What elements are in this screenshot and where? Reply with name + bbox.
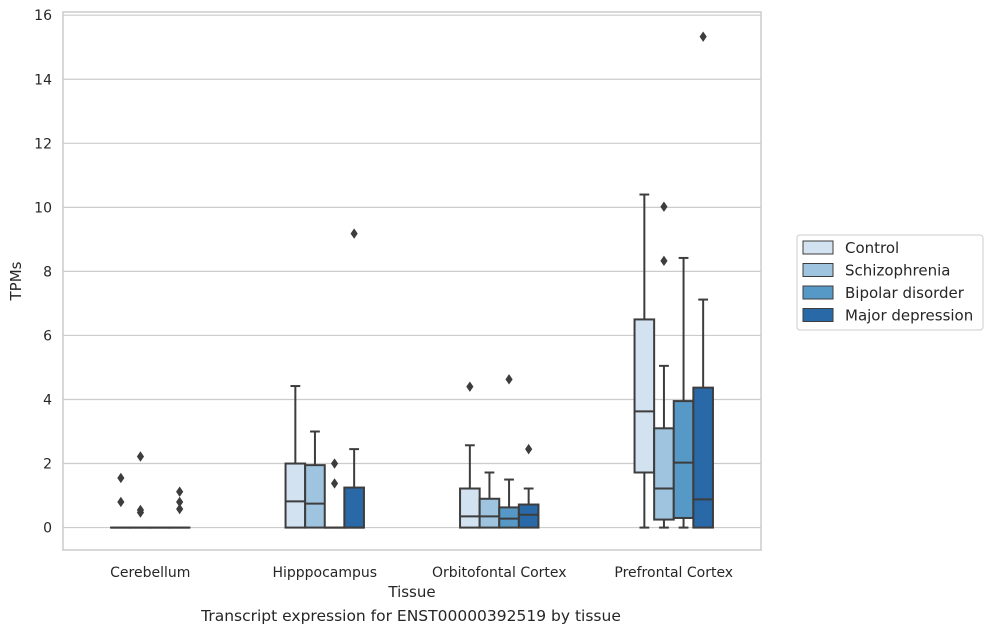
y-tick-label: 16: [34, 8, 52, 24]
outlier-point: [699, 31, 707, 42]
box-1-1: [304, 430, 326, 529]
legend-swatch: [802, 308, 834, 322]
legend-swatch: [802, 263, 834, 277]
y-tick-label: 12: [34, 136, 52, 152]
box-body: [304, 464, 326, 529]
y-tick-labels: 0 2 4 6 8 10 12 14 16: [34, 8, 52, 536]
legend-label: Bipolar disorder: [845, 284, 965, 302]
x-tick-label: Hipppocampus: [272, 565, 377, 581]
box-2-2: [498, 374, 520, 529]
y-tick-label: 2: [43, 457, 52, 473]
box-body: [284, 462, 307, 529]
legend-label: Schizophrenia: [845, 262, 950, 280]
box-body: [672, 400, 695, 519]
box-body: [633, 318, 656, 474]
box-0-1: [284, 385, 307, 529]
x-tick-labels: Cerebellum Hipppocampus Orbitofontal Corte…: [110, 565, 733, 581]
box-1-0: [129, 451, 152, 529]
box-body: [459, 487, 481, 529]
box-1-3: [653, 201, 675, 529]
outlier-point: [117, 472, 125, 484]
legend-frame: [796, 234, 984, 331]
legend-swatch: [802, 285, 834, 300]
box-3-0: [168, 486, 191, 529]
plot-frame: [62, 11, 762, 551]
outlier-point: [660, 255, 668, 267]
box-3-1: [343, 228, 365, 529]
y-tick-label: 10: [34, 200, 52, 216]
y-tick-label: 4: [43, 392, 52, 408]
outlier-point: [117, 496, 125, 508]
x-tick-label: Cerebellum: [110, 565, 190, 581]
outlier-point: [350, 228, 358, 239]
y-tick-label: 0: [43, 521, 52, 537]
box-2-1: [323, 458, 346, 529]
legend-swatch: [802, 240, 834, 255]
box-body: [653, 427, 675, 521]
outlier-point: [330, 458, 339, 469]
x-axis-label: Tissue: [387, 583, 435, 601]
box-2-3: [672, 256, 695, 529]
outlier-point: [176, 503, 184, 515]
outlier-point: [136, 504, 145, 516]
y-tick-label: 8: [43, 264, 52, 280]
box-body: [343, 486, 365, 529]
x-tick-label: Orbitofontal Cortex: [432, 565, 567, 581]
boxes: [110, 31, 714, 529]
box-body: [498, 506, 520, 529]
outlier-point: [525, 443, 533, 455]
box-3-2: [517, 443, 540, 529]
x-tick-label: Prefrontal Cortex: [614, 565, 733, 581]
box-0-3: [633, 193, 656, 529]
y-gridlines: [63, 14, 761, 529]
legend: Control Schizophrenia Bipolar disorder Majo…: [796, 234, 984, 331]
outlier-point: [330, 478, 339, 489]
outlier-point: [660, 201, 668, 212]
box-3-3: [692, 31, 714, 529]
box-0-2: [459, 381, 481, 529]
outlier-point: [505, 374, 513, 385]
outlier-point: [466, 381, 474, 392]
outlier-point: [176, 486, 184, 497]
outlier-point: [136, 451, 145, 462]
box-body: [478, 497, 501, 529]
y-axis-label: TPMs: [7, 261, 25, 301]
box-1-2: [478, 471, 501, 529]
figure-caption: Transcript expression for ENST0000039251…: [201, 607, 621, 625]
legend-label: Control: [845, 239, 899, 257]
outlier-point: [176, 496, 184, 508]
box-body: [692, 386, 714, 529]
box-body: [517, 503, 540, 529]
legend-label: Major depression: [845, 307, 973, 325]
box-0-0: [110, 472, 132, 529]
y-tick-label: 6: [43, 328, 52, 344]
y-tick-label: 14: [34, 72, 52, 88]
